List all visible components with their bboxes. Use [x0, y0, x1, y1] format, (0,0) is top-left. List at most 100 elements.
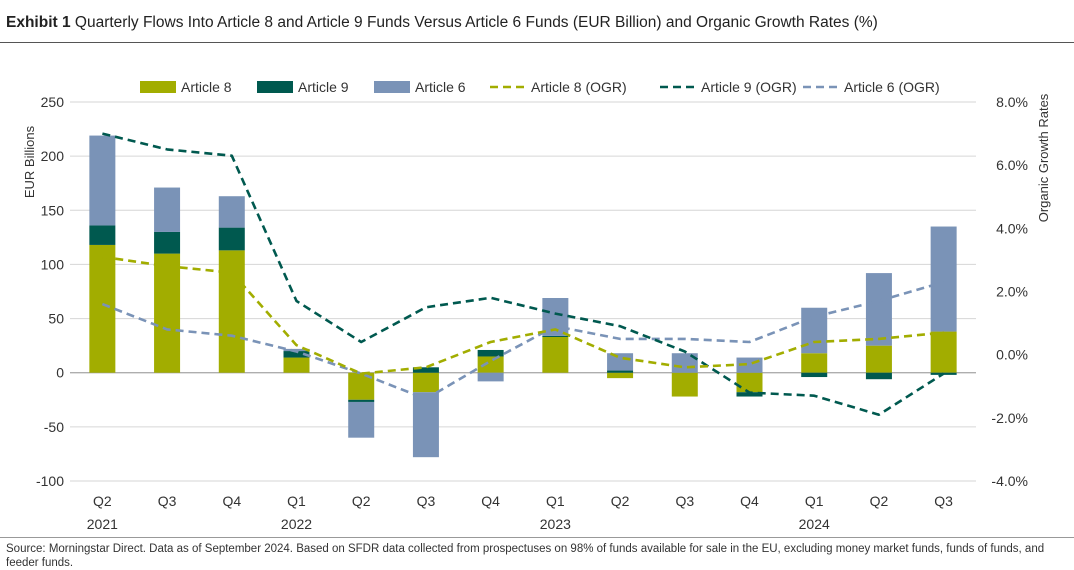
bar-article-9 — [477, 349, 504, 357]
y-tick-label: 250 — [41, 94, 65, 110]
y-tick-label: 50 — [48, 311, 64, 327]
bar-article-8 — [89, 244, 116, 373]
bar-article-9 — [542, 335, 569, 337]
y-tick-label: -100 — [36, 473, 64, 489]
bar-article-6 — [218, 196, 245, 228]
x-tick-label: Q2 — [93, 493, 112, 509]
bar-article-9 — [607, 370, 634, 373]
y2-tick-label: 4.0% — [996, 220, 1028, 236]
bar-article-8 — [218, 250, 245, 373]
bars — [89, 135, 957, 458]
y-tick-label: 200 — [41, 148, 65, 164]
bar-article-6 — [607, 353, 634, 371]
bottom-rule — [0, 537, 1074, 538]
legend-swatch — [140, 81, 176, 93]
legend-swatch — [374, 81, 410, 93]
line-article-8-ogr — [102, 255, 944, 375]
legend: Article 8 Article 9 Article 6 Article 8 (OG… — [140, 79, 940, 95]
legend-item: Article 8 (OGR) — [490, 79, 627, 95]
bar-article-8 — [542, 336, 569, 373]
bar-article-8 — [930, 331, 957, 373]
x-tick-label: Q1 — [546, 493, 565, 509]
bar-article-6 — [154, 187, 181, 232]
bar-article-8 — [671, 372, 698, 397]
x-tick-label: Q1 — [287, 493, 306, 509]
title-text: Quarterly Flows Into Article 8 and Artic… — [74, 14, 878, 31]
x-tick-label: Q4 — [481, 493, 500, 509]
y2-tick-label: 8.0% — [996, 94, 1028, 110]
x-year-label: 2024 — [799, 516, 830, 532]
bar-article-9 — [412, 367, 439, 373]
source-note: Source: Morningstar Direct. Data as of S… — [6, 543, 1045, 569]
legend-item: Article 9 — [257, 79, 349, 95]
x-tick-label: Q1 — [805, 493, 824, 509]
y-axis-label: EUR Billions — [22, 125, 37, 198]
bar-article-6 — [89, 135, 116, 226]
bar-article-9 — [865, 372, 892, 380]
x-tick-label: Q4 — [222, 493, 241, 509]
y2-tick-label: 2.0% — [996, 284, 1028, 300]
x-year-label: 2021 — [87, 516, 118, 532]
x-year-label: 2023 — [540, 516, 571, 532]
bar-article-8 — [801, 353, 828, 373]
legend-label: Article 8 (OGR) — [531, 79, 627, 95]
bar-article-6 — [865, 273, 892, 346]
bar-article-9 — [736, 392, 763, 397]
y2-axis-label: Organic Growth Rates — [1036, 93, 1051, 222]
line-article-6-ogr — [101, 280, 944, 401]
x-tick-label: Q2 — [870, 493, 889, 509]
bar-article-9 — [801, 372, 828, 378]
bar-article-6 — [348, 401, 375, 438]
legend-label: Article 9 — [298, 79, 349, 95]
y-tick-label: -50 — [44, 419, 64, 435]
top-rule — [0, 42, 1074, 43]
y-tick-label: 100 — [41, 256, 65, 272]
bar-article-8 — [412, 372, 439, 393]
y2-tick-label: 0.0% — [996, 347, 1028, 363]
legend-label: Article 6 (OGR) — [844, 79, 940, 95]
legend-label: Article 6 — [415, 79, 466, 95]
x-tick-label: Q3 — [675, 493, 694, 509]
y2-tick-label: 6.0% — [996, 157, 1028, 173]
bar-article-8 — [477, 356, 504, 373]
bar-article-8 — [865, 345, 892, 373]
bar-article-6 — [930, 226, 957, 332]
bar-article-6 — [283, 348, 310, 352]
legend-item: Article 8 — [140, 79, 232, 95]
bar-article-9 — [348, 399, 375, 402]
bar-article-9 — [218, 227, 245, 251]
legend-item: Article 6 (OGR) — [803, 79, 940, 95]
exhibit-label: Exhibit 1 — [6, 14, 71, 31]
x-year-label: 2022 — [281, 516, 312, 532]
x-tick-label: Q3 — [158, 493, 177, 509]
line-article-9-ogr — [102, 132, 945, 417]
legend-label: Article 8 — [181, 79, 232, 95]
bar-article-8 — [607, 372, 634, 379]
legend-swatch — [257, 81, 293, 93]
bar-article-9 — [283, 351, 310, 358]
bar-article-9 — [154, 231, 181, 254]
x-tick-label: Q2 — [611, 493, 630, 509]
bar-article-8 — [283, 357, 310, 373]
x-tick-label: Q3 — [934, 493, 953, 509]
y-tick-label: 150 — [41, 202, 65, 218]
axes: -100 -50 0 50 100 150 200 250 -4.0% -2.0% 0.0% 2.0%… — [22, 93, 1051, 532]
bar-article-6 — [477, 372, 504, 382]
ogr-lines — [101, 132, 945, 417]
chart-title: Exhibit 1 Quarterly Flows Into Article 8… — [6, 14, 878, 32]
bar-article-9 — [89, 225, 116, 245]
chart-area: -100 -50 0 50 100 150 200 250 -4.0% -2.0% 0.0% 2.0%… — [22, 79, 1051, 532]
bar-article-6 — [412, 392, 439, 458]
legend-item: Article 9 (OGR) — [660, 79, 797, 95]
legend-item: Article 6 — [374, 79, 466, 95]
x-tick-label: Q2 — [352, 493, 371, 509]
gridlines — [70, 101, 976, 482]
bar-article-8 — [736, 372, 763, 393]
y2-tick-label: -2.0% — [991, 410, 1028, 426]
legend-label: Article 9 (OGR) — [701, 79, 797, 95]
bar-article-8 — [154, 253, 181, 373]
x-tick-label: Q4 — [740, 493, 759, 509]
y2-tick-label: -4.0% — [991, 473, 1028, 489]
y-tick-label: 0 — [56, 365, 64, 381]
x-tick-label: Q3 — [417, 493, 436, 509]
